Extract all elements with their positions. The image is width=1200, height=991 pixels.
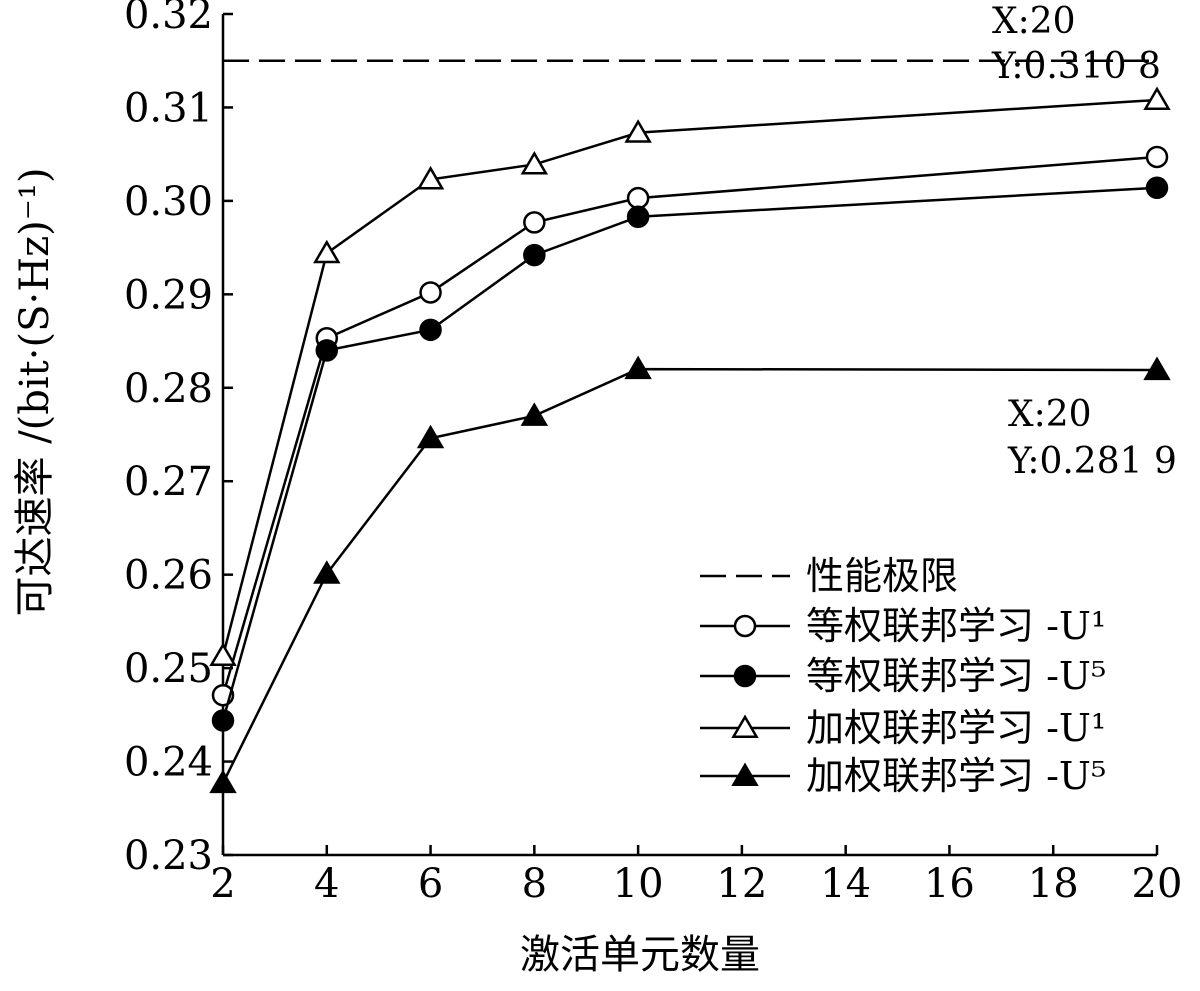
series-line	[221, 155, 1158, 696]
y-tick-label: 0.29	[124, 272, 213, 318]
data-point	[1145, 145, 1169, 169]
y-tick-label: 0.26	[124, 553, 213, 599]
series-2	[211, 176, 1169, 732]
annotation-bottom-x: X:20	[1008, 394, 1092, 435]
data-point	[313, 560, 341, 584]
legend-marker	[733, 664, 757, 688]
x-tick-label: 12	[716, 861, 767, 907]
y-tick-label: 0.27	[124, 459, 213, 505]
data-point	[419, 281, 442, 304]
annotation-bottom-y: Y:0.281 9	[1007, 441, 1177, 482]
x-tick-label: 16	[924, 861, 975, 907]
series-3	[209, 86, 1171, 667]
legend-label: 性能极限	[806, 554, 958, 598]
data-point	[211, 709, 235, 732]
legend-label: 加权联邦学习 -U¹	[806, 706, 1106, 750]
x-tick-label: 2	[210, 861, 235, 907]
data-point	[624, 119, 652, 143]
series-line	[221, 186, 1158, 721]
data-point	[416, 424, 445, 449]
data-point	[520, 402, 549, 426]
x-tick-label: 6	[418, 861, 443, 907]
y-tick-label: 0.30	[124, 179, 213, 225]
legend-item-3: 加权联邦学习 -U¹	[700, 706, 1106, 750]
legend-item-1: 等权联邦学习 -U¹	[700, 604, 1106, 648]
legend-label: 等权联邦学习 -U⁵	[806, 654, 1106, 698]
data-point	[626, 205, 650, 229]
y-tick-label: 0.23	[124, 833, 213, 879]
y-tick-label: 0.24	[124, 740, 213, 786]
data-point	[419, 318, 442, 342]
data-point	[626, 186, 650, 210]
data-point	[315, 339, 339, 362]
y-tick-label: 0.32	[124, 0, 213, 38]
data-point	[1143, 86, 1171, 111]
legend-label: 等权联邦学习 -U¹	[806, 604, 1106, 648]
ticks: 2 4 6 8 10 12 14 16 18 20 0.23 0.24 0.25 0.26 0.27 0.28…	[124, 0, 1183, 907]
annotations: X:20 Y:0.310 8 X:20 Y:0.281 9	[991, 1, 1177, 482]
legend-label: 加权联邦学习 -U⁵	[806, 754, 1106, 798]
data-point	[313, 239, 341, 264]
data-point	[523, 243, 546, 267]
x-tick-label: 10	[613, 861, 664, 907]
y-axis-title: 可达速率 /(bit·(S·Hz)⁻¹)	[12, 167, 58, 616]
series-4	[209, 355, 1171, 794]
legend-marker	[731, 762, 759, 787]
data-point	[209, 642, 237, 667]
y-tick-label: 0.25	[124, 646, 213, 692]
data-point	[209, 769, 237, 794]
y-tick-label: 0.31	[124, 85, 213, 131]
series-line	[221, 98, 1158, 657]
x-tick-label: 14	[820, 861, 871, 907]
data-point	[1143, 356, 1171, 381]
data-point	[523, 211, 546, 234]
legend-item-limit: 性能极限	[700, 554, 958, 598]
data-point	[1145, 176, 1169, 200]
x-tick-label: 4	[314, 861, 339, 907]
legend-marker	[733, 614, 757, 638]
legend-marker	[731, 714, 759, 739]
x-axis-title: 激活单元数量	[520, 932, 760, 978]
x-tick-label: 20	[1132, 861, 1183, 907]
annotation-top-y: Y:0.310 8	[991, 46, 1161, 87]
series-1	[211, 145, 1169, 707]
legend-item-2: 等权联邦学习 -U⁵	[700, 654, 1106, 698]
series-layer	[209, 86, 1171, 794]
x-tick-label: 18	[1028, 861, 1079, 907]
data-point	[416, 165, 445, 190]
y-tick-label: 0.28	[124, 366, 213, 412]
data-point	[520, 150, 549, 175]
legend-item-4: 加权联邦学习 -U⁵	[700, 754, 1106, 798]
annotation-top-x: X:20	[992, 1, 1076, 42]
series-line	[221, 367, 1158, 784]
x-tick-label: 8	[522, 861, 547, 907]
data-point	[624, 355, 652, 380]
